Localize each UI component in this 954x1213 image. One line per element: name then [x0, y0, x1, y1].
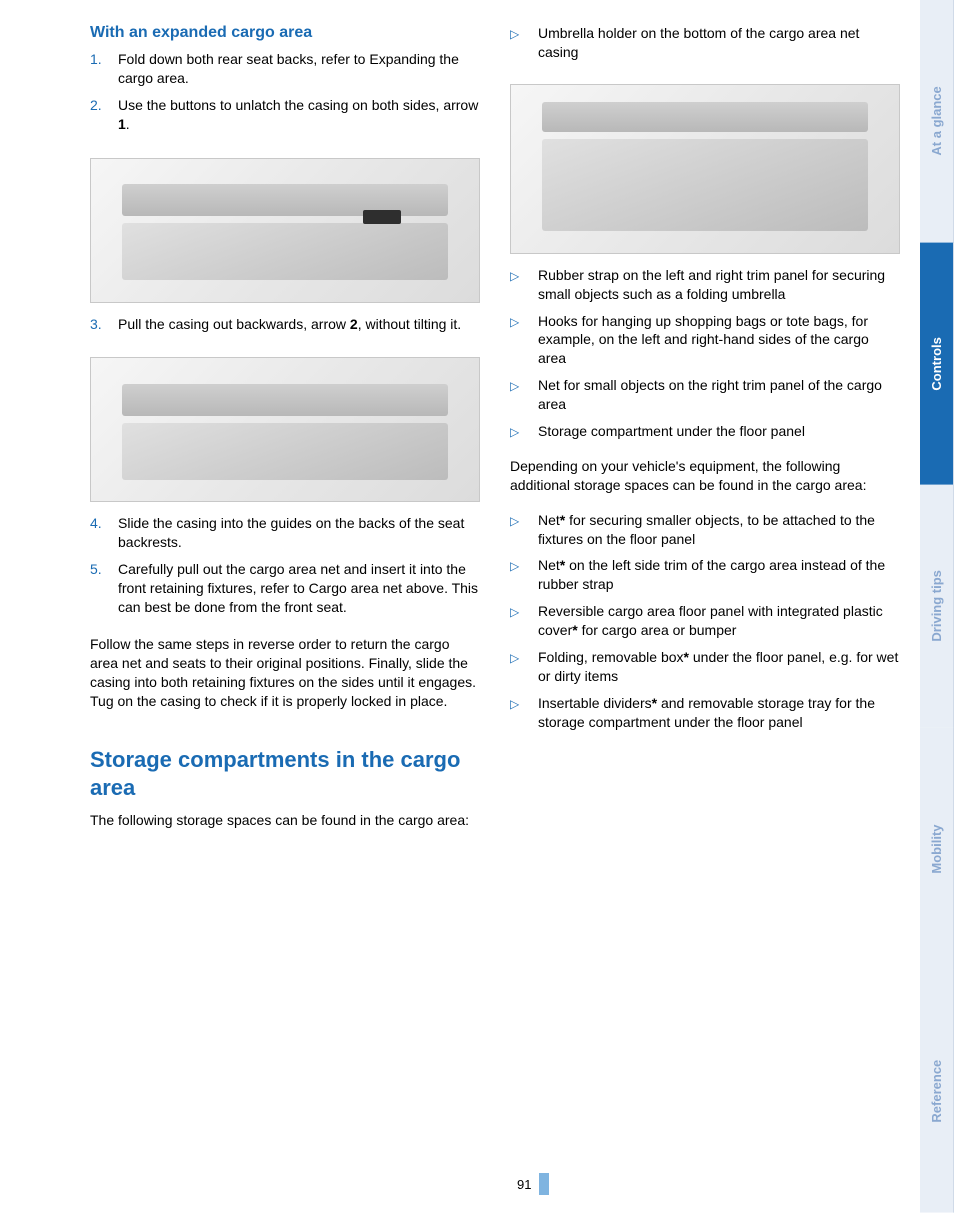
left-column: With an expanded cargo area 1. Fold down…: [90, 24, 480, 1189]
triangle-icon: ▷: [510, 556, 538, 594]
step-1: 1. Fold down both rear seat backs, refer…: [90, 50, 480, 88]
list-item: ▷Folding, removable box* under the floor…: [510, 648, 900, 686]
page-number: 91: [517, 1173, 549, 1195]
triangle-icon: ▷: [510, 376, 538, 414]
triangle-icon: ▷: [510, 24, 538, 62]
step-text: Fold down both rear seat backs, refer to…: [118, 50, 480, 88]
step-text: Carefully pull out the cargo area net an…: [118, 560, 480, 617]
mid-paragraph: Depending on your vehicle's equipment, t…: [510, 457, 900, 495]
list-item: ▷Storage compartment under the floor pan…: [510, 422, 900, 441]
list-item: ▷ Umbrella holder on the bottom of the c…: [510, 24, 900, 62]
bullets-top: ▷ Umbrella holder on the bottom of the c…: [510, 24, 900, 70]
bullet-text: Hooks for hanging up shopping bags or to…: [538, 312, 900, 369]
step-number: 4.: [90, 514, 118, 552]
steps-list-b: 4. Slide the casing into the guides on t…: [90, 514, 480, 624]
list-item: ▷Hooks for hanging up shopping bags or t…: [510, 312, 900, 369]
right-column: ▷ Umbrella holder on the bottom of the c…: [510, 24, 900, 1189]
figure-cargo-area: [510, 84, 900, 254]
bullet-text: Folding, removable box* under the floor …: [538, 648, 900, 686]
section-intro: The following storage spaces can be foun…: [90, 811, 480, 830]
list-item: ▷Net* for securing smaller objects, to b…: [510, 511, 900, 549]
step-number: 1.: [90, 50, 118, 88]
triangle-icon: ▷: [510, 266, 538, 304]
follow-paragraph: Follow the same steps in reverse order t…: [90, 635, 480, 711]
section-title: Storage compartments in the cargo area: [90, 746, 480, 801]
step-text: Use the buttons to unlatch the casing on…: [118, 96, 480, 134]
figure-casing-pull: [90, 357, 480, 502]
triangle-icon: ▷: [510, 602, 538, 640]
step-4: 4. Slide the casing into the guides on t…: [90, 514, 480, 552]
step-5: 5. Carefully pull out the cargo area net…: [90, 560, 480, 617]
bullets-bottom: ▷Net* for securing smaller objects, to b…: [510, 511, 900, 740]
bullet-text: Rubber strap on the left and right trim …: [538, 266, 900, 304]
bullet-text: Net* for securing smaller objects, to be…: [538, 511, 900, 549]
bullet-text: Net* on the left side trim of the cargo …: [538, 556, 900, 594]
bullet-text: Storage compartment under the floor pane…: [538, 422, 805, 441]
list-item: ▷Insertable dividers* and removable stor…: [510, 694, 900, 732]
step-number: 5.: [90, 560, 118, 617]
page-number-text: 91: [517, 1177, 531, 1192]
step-2: 2. Use the buttons to unlatch the casing…: [90, 96, 480, 134]
steps-list-3: 3. Pull the casing out backwards, arrow …: [90, 315, 480, 342]
step-number: 2.: [90, 96, 118, 134]
subsection-title: With an expanded cargo area: [90, 24, 480, 42]
list-item: ▷Net for small objects on the right trim…: [510, 376, 900, 414]
tab-controls[interactable]: Controls: [920, 243, 954, 486]
page-number-bar: [539, 1173, 549, 1195]
bullet-text: Net for small objects on the right trim …: [538, 376, 900, 414]
bullet-text: Umbrella holder on the bottom of the car…: [538, 24, 900, 62]
list-item: ▷Rubber strap on the left and right trim…: [510, 266, 900, 304]
triangle-icon: ▷: [510, 648, 538, 686]
bullet-text: Insertable dividers* and removable stora…: [538, 694, 900, 732]
figure-casing-buttons: [90, 158, 480, 303]
list-item: ▷Net* on the left side trim of the cargo…: [510, 556, 900, 594]
step-text: Slide the casing into the guides on the …: [118, 514, 480, 552]
bullets-mid: ▷Rubber strap on the left and right trim…: [510, 266, 900, 449]
step-text: Pull the casing out backwards, arrow 2, …: [118, 315, 461, 334]
tab-at-a-glance[interactable]: At a glance: [920, 0, 954, 243]
step-3: 3. Pull the casing out backwards, arrow …: [90, 315, 480, 334]
triangle-icon: ▷: [510, 511, 538, 549]
bullet-text: Reversible cargo area floor panel with i…: [538, 602, 900, 640]
tab-mobility[interactable]: Mobility: [920, 728, 954, 971]
tab-driving-tips[interactable]: Driving tips: [920, 485, 954, 728]
triangle-icon: ▷: [510, 694, 538, 732]
tab-reference[interactable]: Reference: [920, 970, 954, 1213]
list-item: ▷Reversible cargo area floor panel with …: [510, 602, 900, 640]
steps-list-a: 1. Fold down both rear seat backs, refer…: [90, 50, 480, 142]
triangle-icon: ▷: [510, 312, 538, 369]
triangle-icon: ▷: [510, 422, 538, 441]
section-tabs: At a glance Controls Driving tips Mobili…: [920, 0, 954, 1213]
step-number: 3.: [90, 315, 118, 334]
